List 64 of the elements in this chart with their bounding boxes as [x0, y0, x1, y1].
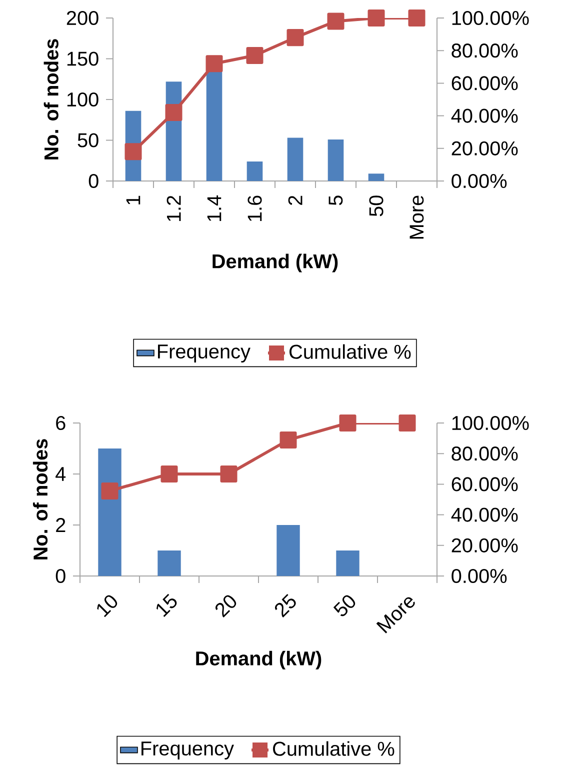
point: [408, 10, 426, 27]
y-axis-title: No. of nodes: [44, 39, 58, 160]
point: [101, 482, 118, 500]
point: [124, 143, 142, 160]
legend-label: Frequency: [142, 742, 234, 760]
point: [246, 46, 264, 64]
y-tick-label: 6: [56, 416, 66, 430]
x-tick-label: 1: [126, 196, 140, 204]
y-tick-label: 4: [56, 467, 66, 481]
x-tick-label: 20: [216, 595, 236, 618]
y-tick-label: 2: [56, 518, 66, 532]
point: [398, 414, 416, 432]
x-tick-label: 1.4: [207, 195, 222, 222]
x-tick-label: 1.2: [166, 196, 181, 222]
legend-label: Frequency: [158, 344, 250, 362]
bar: [98, 448, 122, 576]
point: [368, 10, 385, 27]
x-tick-label: 10: [97, 595, 118, 618]
y2-tick-label: 0.00%: [452, 174, 507, 188]
bar: [368, 174, 384, 182]
y2-tick-label: 80.00%: [452, 446, 518, 461]
point: [286, 29, 304, 46]
y2-tick-label: 40.00%: [451, 108, 518, 123]
y-tick-label: 0: [56, 568, 66, 584]
point: [220, 465, 238, 482]
y-tick-label: 50: [78, 133, 98, 148]
point: [339, 414, 356, 432]
x-axis-title: Demand (kW): [212, 254, 338, 272]
bar: [276, 525, 300, 576]
x-tick-label: 2: [288, 196, 302, 205]
y2-tick-label: 100.00%: [452, 10, 529, 26]
legend-label: Cumulative %: [290, 344, 411, 359]
point: [206, 55, 223, 72]
y-tick-label: 0: [88, 174, 98, 188]
point: [280, 431, 297, 448]
bar: [246, 161, 263, 182]
x-tick-label: 50: [369, 196, 384, 216]
y-axis-title: No. of nodes: [32, 439, 48, 560]
y-tick-label: 150: [67, 52, 98, 66]
x-tick-label: More: [410, 196, 424, 239]
y2-tick-label: 100.00%: [452, 416, 529, 430]
point: [165, 104, 182, 122]
x-tick-label: 25: [275, 594, 296, 618]
legend-label: Cumulative %: [273, 741, 394, 756]
y-tick-label: 100: [67, 92, 98, 107]
bar: [336, 550, 360, 576]
x-axis-title: Demand (kW): [196, 650, 322, 670]
y2-tick-label: 40.00%: [451, 508, 518, 522]
y2-tick-label: 60.00%: [452, 76, 518, 90]
y-tick-label: 200: [66, 10, 98, 26]
bar: [328, 139, 344, 182]
y2-tick-label: 0.00%: [452, 568, 507, 584]
bar: [287, 138, 304, 182]
point: [160, 465, 178, 482]
x-tick-label: 15: [156, 594, 177, 617]
x-tick-label: 50: [333, 595, 356, 616]
point: [327, 12, 344, 30]
y2-tick-label: 20.00%: [452, 141, 518, 156]
y2-tick-label: 80.00%: [452, 44, 518, 58]
x-tick-label: 1.6: [248, 196, 262, 222]
y2-tick-label: 20.00%: [452, 538, 518, 552]
x-tick-label: 5: [328, 196, 343, 206]
y2-tick-label: 60.00%: [452, 477, 518, 492]
bar: [158, 550, 181, 576]
